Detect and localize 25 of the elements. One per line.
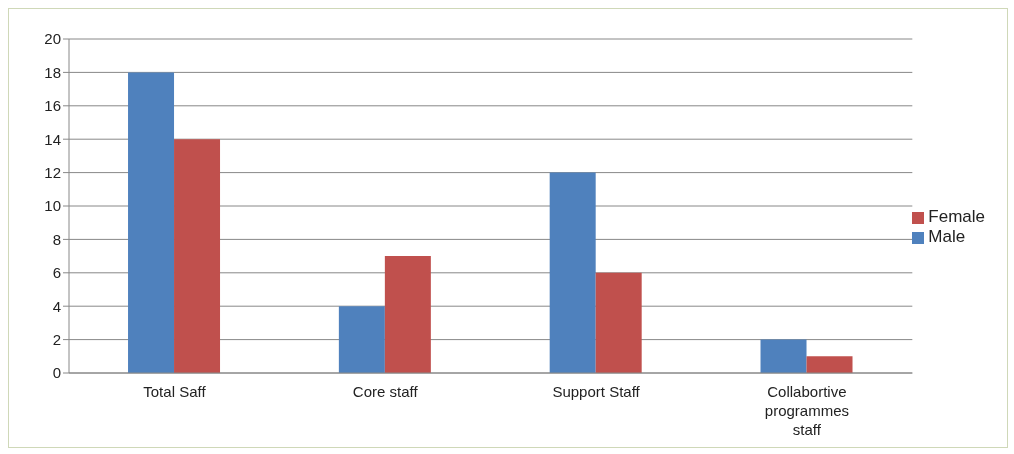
y-tick-label: 8	[52, 230, 61, 248]
x-tick-label: Support Staff	[552, 383, 641, 400]
y-tick-label: 12	[44, 163, 61, 181]
bar	[549, 172, 596, 373]
y-tick-label: 20	[44, 30, 61, 48]
bar	[806, 356, 853, 373]
y-tick-label: 2	[52, 330, 61, 348]
y-tick-label: 0	[52, 364, 61, 382]
bar	[595, 272, 642, 373]
x-tick-label: Collabortive programmes staff	[764, 383, 849, 438]
legend-label: Male	[928, 227, 966, 246]
bar	[760, 339, 807, 373]
y-tick-label: 10	[44, 197, 61, 215]
bar	[384, 256, 431, 373]
legend-label: Female	[928, 207, 985, 226]
y-tick-label: 18	[44, 63, 61, 81]
y-tick-label: 6	[52, 264, 61, 282]
y-tick-label: 14	[44, 130, 61, 148]
y-tick-label: 4	[52, 297, 61, 315]
bar	[338, 306, 385, 373]
bar	[128, 72, 175, 373]
y-tick-label: 16	[44, 97, 61, 115]
x-tick-label: Core staff	[352, 383, 419, 400]
bar	[174, 139, 221, 373]
x-tick-label: Total Saff	[143, 383, 207, 400]
